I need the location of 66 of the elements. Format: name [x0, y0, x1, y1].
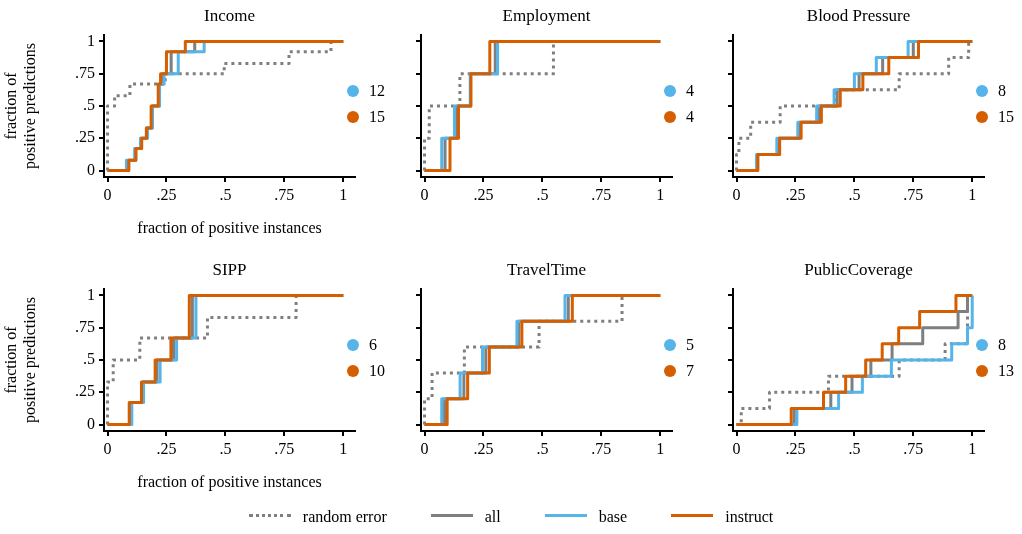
y-tick-label: .75 [75, 63, 95, 81]
chart-title: PublicCoverage [804, 260, 913, 280]
y-axis-title: fraction of positive predictions [1, 43, 39, 169]
x-tick-label: 1 [656, 439, 665, 457]
x-tick-label: 0 [103, 439, 112, 457]
text: 6 [369, 335, 377, 353]
x-tick-label: .5 [536, 185, 549, 203]
text: 10 [369, 361, 385, 379]
y-tick-label: 0 [87, 414, 95, 432]
x-tick-label: 1 [968, 185, 977, 203]
x-axis-title: fraction of positive instances [137, 218, 322, 237]
x-tick-label: .5 [219, 439, 232, 457]
x-tick-label: .5 [536, 439, 549, 457]
chart-title: Income [204, 6, 255, 26]
y-tick-label: .25 [75, 382, 95, 400]
x-tick-label: .25 [473, 185, 494, 203]
text: 4 [686, 107, 694, 125]
y-tick-label: .5 [83, 350, 95, 368]
x-tick-label: 1 [968, 439, 977, 457]
chart-title: SIPP [212, 260, 247, 280]
text: 13 [998, 361, 1014, 379]
x-tick-label: .25 [156, 439, 177, 457]
legend-label: all [484, 508, 501, 525]
x-tick-label: 0 [103, 185, 112, 203]
text: 12 [369, 81, 385, 99]
x-tick-label: 0 [420, 185, 429, 203]
x-tick-label: .75 [591, 185, 612, 203]
x-axis-title: fraction of positive instances [137, 472, 322, 491]
y-tick-label: 0 [87, 160, 95, 178]
x-tick-label: 1 [339, 185, 348, 203]
x-tick-label: .5 [848, 439, 861, 457]
x-tick-label: 1 [339, 439, 348, 457]
x-tick-label: .75 [591, 439, 612, 457]
text: 15 [369, 107, 385, 125]
x-tick-label: 0 [732, 185, 741, 203]
x-tick-label: .25 [785, 185, 806, 203]
x-tick-label: .25 [785, 439, 806, 457]
x-tick-label: 1 [656, 185, 665, 203]
chart-title: TravelTime [506, 260, 587, 280]
x-tick-label: .75 [274, 439, 295, 457]
x-tick-label: .25 [473, 439, 494, 457]
x-tick-label: .75 [903, 439, 924, 457]
legend-label: instruct [725, 508, 774, 525]
chart-title: Employment [502, 6, 591, 26]
y-tick-label: .25 [75, 128, 95, 146]
legend-label: random error [302, 508, 387, 525]
x-tick-label: .75 [274, 185, 295, 203]
y-tick-label: 1 [87, 285, 95, 303]
y-tick-label: .75 [75, 317, 95, 335]
chart-title: Blood Pressure [806, 6, 911, 26]
text: 8 [998, 81, 1006, 99]
text: 4 [686, 81, 694, 99]
y-axis-title: fraction of positive predictions [1, 297, 39, 423]
x-tick-label: .5 [219, 185, 232, 203]
x-tick-label: .75 [903, 185, 924, 203]
x-tick-label: .25 [156, 185, 177, 203]
text: 15 [998, 107, 1014, 125]
y-tick-label: 1 [87, 31, 95, 49]
legend-label: base [598, 508, 628, 525]
text: 7 [686, 361, 694, 379]
y-tick-label: .5 [83, 96, 95, 114]
x-tick-label: 0 [732, 439, 741, 457]
text: 8 [998, 335, 1006, 353]
x-tick-label: 0 [420, 439, 429, 457]
x-tick-label: .5 [848, 185, 861, 203]
text: 5 [686, 335, 694, 353]
